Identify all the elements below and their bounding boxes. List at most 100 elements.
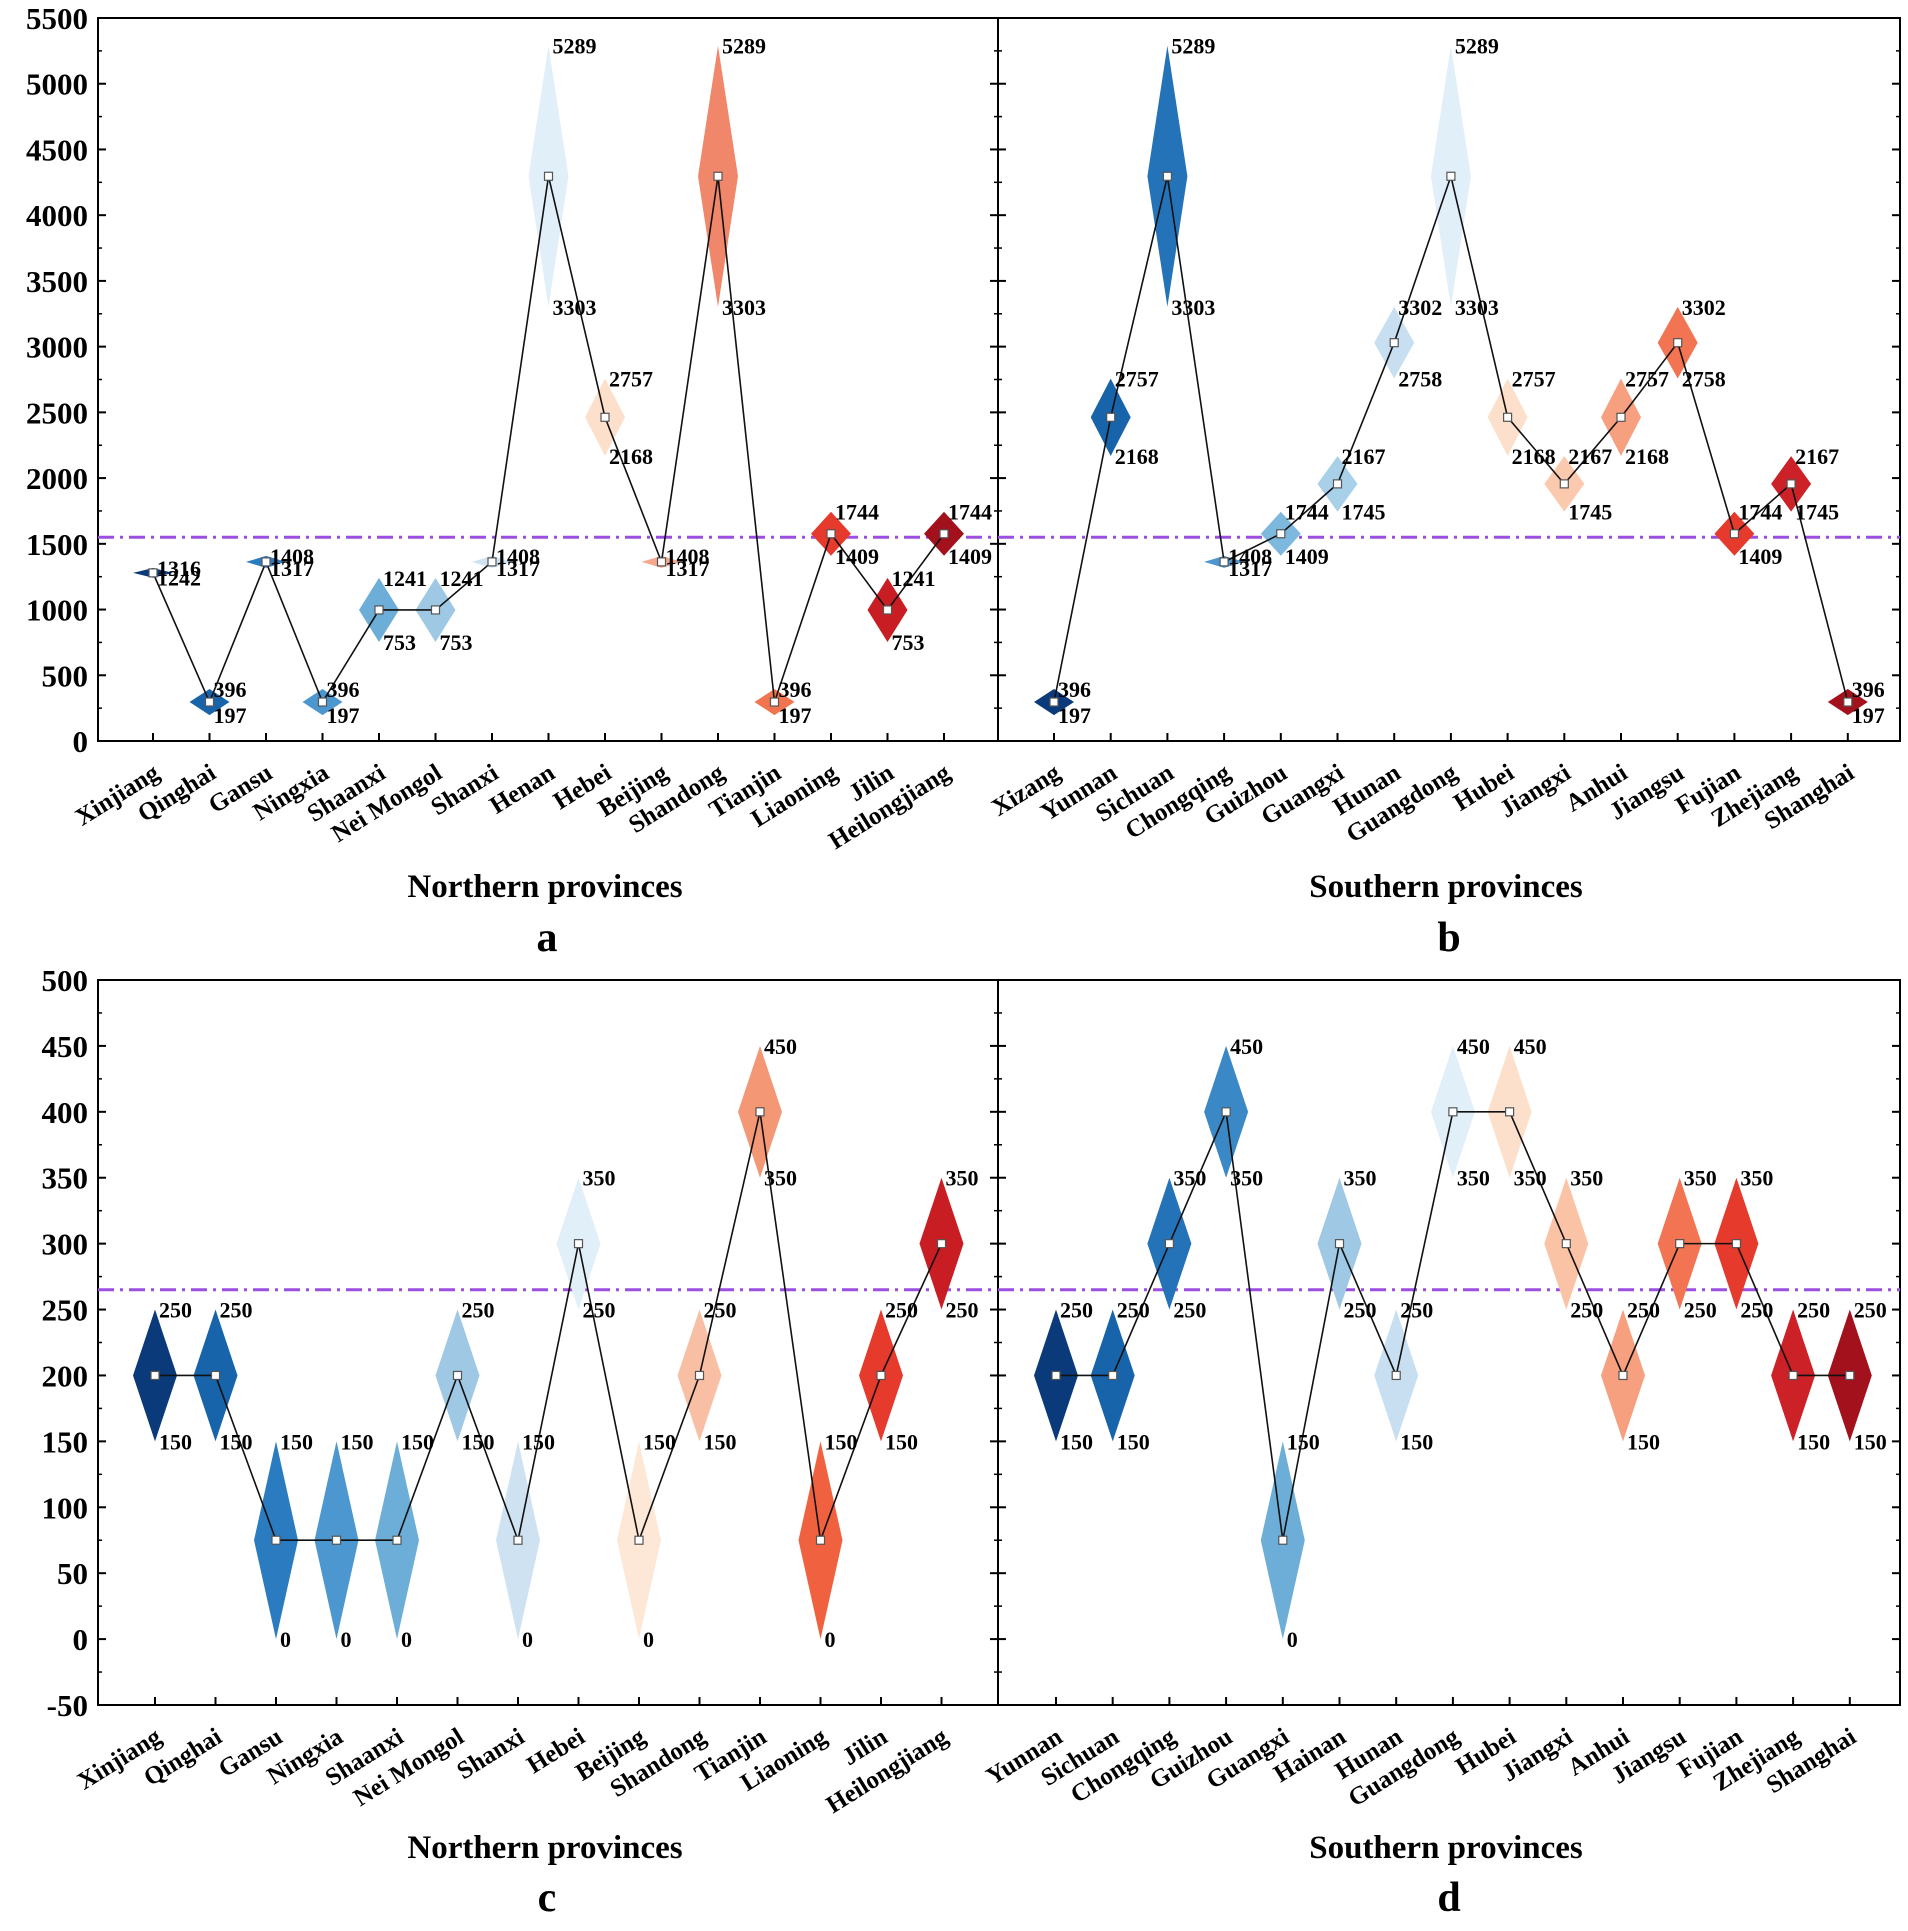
data-label-high: 250	[1117, 1298, 1150, 1323]
y-tick-label: 0	[73, 724, 89, 759]
y-tick-label: 300	[42, 1227, 89, 1262]
midpoint-marker-gansu	[261, 557, 271, 567]
data-label-high: 250	[1060, 1298, 1093, 1323]
data-label-high: 350	[1173, 1166, 1206, 1191]
data-label-low: 753	[440, 630, 473, 655]
data-label-low: 250	[1684, 1298, 1717, 1323]
midpoint-marker-anhui	[1616, 412, 1626, 422]
data-label-high: 1408	[666, 544, 710, 569]
midpoint-marker-jiangxi	[1559, 479, 1569, 489]
data-label-low: 150	[159, 1429, 192, 1454]
data-label-high: 396	[1058, 677, 1091, 702]
midpoint-marker-sichuan	[1162, 171, 1173, 181]
midpoint-marker-qinghai	[210, 1370, 221, 1381]
x-axis-title: Northern provinces	[407, 869, 682, 905]
midpoint-marker-jilin	[882, 605, 893, 615]
x-axis-title: Southern provinces	[1309, 1830, 1583, 1866]
data-label-low: 1242	[157, 566, 201, 591]
y-tick-label: 450	[42, 1029, 89, 1064]
data-label-high: 1408	[496, 544, 540, 569]
panel-c: -50 0 50 100 150 200 250 300 350 400 450 500 250 150 2…	[42, 963, 999, 1921]
data-label-low: 3303	[1455, 295, 1499, 320]
y-tick-label: 2500	[26, 395, 88, 430]
midpoint-marker-xizang	[1049, 697, 1059, 707]
midpoint-marker-hainan	[1334, 1239, 1345, 1249]
data-label-high: 5289	[1171, 34, 1215, 59]
panel-label: a	[537, 915, 558, 961]
data-label-high: 450	[1230, 1034, 1263, 1059]
midpoint-marker-ningxia	[331, 1535, 342, 1545]
y-tick-label: 4500	[26, 132, 88, 167]
midpoint-marker-shandong	[694, 1370, 705, 1381]
data-label-high: 450	[1514, 1034, 1547, 1059]
midpoint-marker-guizhou	[1221, 1107, 1231, 1117]
midpoint-marker-xinjiang	[150, 1370, 160, 1381]
data-label-low: 2758	[1398, 366, 1442, 391]
data-label-high: 250	[1797, 1298, 1830, 1323]
data-label-high: 5289	[1455, 34, 1499, 59]
data-label-high: 396	[327, 677, 360, 702]
midpoint-marker-beijing	[656, 557, 667, 567]
midpoint-marker-liaoning	[815, 1535, 826, 1545]
y-tick-label: 200	[42, 1358, 89, 1393]
data-label-high: 150	[401, 1429, 434, 1454]
midpoint-marker-shaanxi	[374, 605, 384, 615]
data-label-high: 150	[522, 1429, 555, 1454]
midpoint-marker-jiangsu	[1673, 338, 1683, 348]
data-label-low: 1317	[496, 556, 540, 581]
data-label-high: 2167	[1568, 444, 1612, 469]
midpoint-marker-heilongjiang	[939, 529, 949, 539]
midpoint-marker-shanxi	[513, 1535, 523, 1545]
midpoint-marker-henan	[543, 171, 554, 181]
data-label-high: 250	[1627, 1298, 1660, 1323]
data-label-high: 250	[159, 1298, 192, 1323]
y-tick-label: 0	[73, 1622, 89, 1657]
midpoint-marker-tianjin	[755, 1107, 765, 1117]
data-label-low: 350	[1457, 1166, 1490, 1191]
data-label-low: 1409	[1738, 544, 1782, 569]
data-label-high: 1744	[948, 500, 992, 525]
y-tick-label: 3000	[26, 330, 88, 365]
data-label-high: 2757	[1512, 367, 1556, 392]
y-tick-label: 1000	[26, 593, 88, 628]
y-tick-label: 500	[42, 963, 89, 998]
data-label-low: 150	[1400, 1429, 1433, 1454]
data-label-high: 350	[946, 1166, 979, 1191]
data-label-low: 2168	[1625, 444, 1669, 469]
midpoint-marker-guangdong	[1446, 171, 1456, 181]
data-label-low: 197	[1058, 703, 1091, 728]
y-tick-label: 2000	[26, 461, 88, 496]
data-label-high: 1744	[835, 500, 879, 525]
data-label-high: 1241	[383, 566, 427, 591]
data-label-high: 396	[1852, 677, 1885, 702]
data-label-high: 5289	[553, 34, 597, 59]
midpoint-marker-nei-mongol	[430, 605, 441, 615]
data-label-low: 250	[946, 1298, 979, 1323]
data-label-low: 150	[704, 1429, 737, 1454]
panel-d: 250 150 250 150 350 250 450 350 150 0 350 250 250 150…	[982, 979, 1901, 1921]
data-label-low: 1409	[1285, 544, 1329, 569]
data-label-high: 450	[1457, 1034, 1490, 1059]
data-label-high: 1316	[157, 556, 201, 581]
y-tick-label: 100	[42, 1490, 89, 1525]
midpoint-marker-jilin	[876, 1370, 886, 1381]
y-tick-label: 3500	[26, 264, 88, 299]
data-label-low: 250	[1570, 1298, 1603, 1323]
data-label-low: 197	[327, 703, 360, 728]
data-label-low: 1409	[948, 544, 992, 569]
data-label-high: 150	[643, 1429, 676, 1454]
x-tick-label-heilongjiang: Heilongjiang	[822, 1723, 953, 1819]
midpoint-marker-shanghai	[1843, 697, 1853, 707]
data-label-high: 350	[1740, 1166, 1773, 1191]
y-tick-label: 250	[42, 1293, 89, 1328]
midpoint-marker-guangxi	[1332, 479, 1343, 489]
y-tick-label: 150	[42, 1424, 89, 1459]
data-label-low: 1409	[835, 544, 879, 569]
midpoint-marker-anhui	[1618, 1370, 1628, 1381]
panel-label: b	[1437, 915, 1460, 961]
midpoint-marker-guangdong	[1448, 1107, 1458, 1117]
midpoint-marker-hunan	[1389, 338, 1399, 348]
midpoint-marker-guangxi	[1278, 1535, 1288, 1545]
x-axis-title: Southern provinces	[1309, 869, 1583, 905]
